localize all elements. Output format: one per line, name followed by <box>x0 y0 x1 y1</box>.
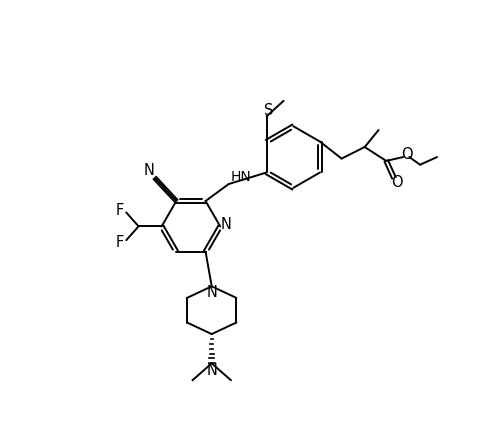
Text: HN: HN <box>231 170 252 184</box>
Text: N: N <box>220 217 231 232</box>
Text: N: N <box>206 363 217 378</box>
Text: O: O <box>401 147 413 162</box>
Text: O: O <box>391 175 403 190</box>
Text: F: F <box>116 235 124 250</box>
Text: N: N <box>144 164 155 178</box>
Text: N: N <box>206 285 217 300</box>
Text: F: F <box>116 203 124 218</box>
Text: S: S <box>264 102 273 118</box>
